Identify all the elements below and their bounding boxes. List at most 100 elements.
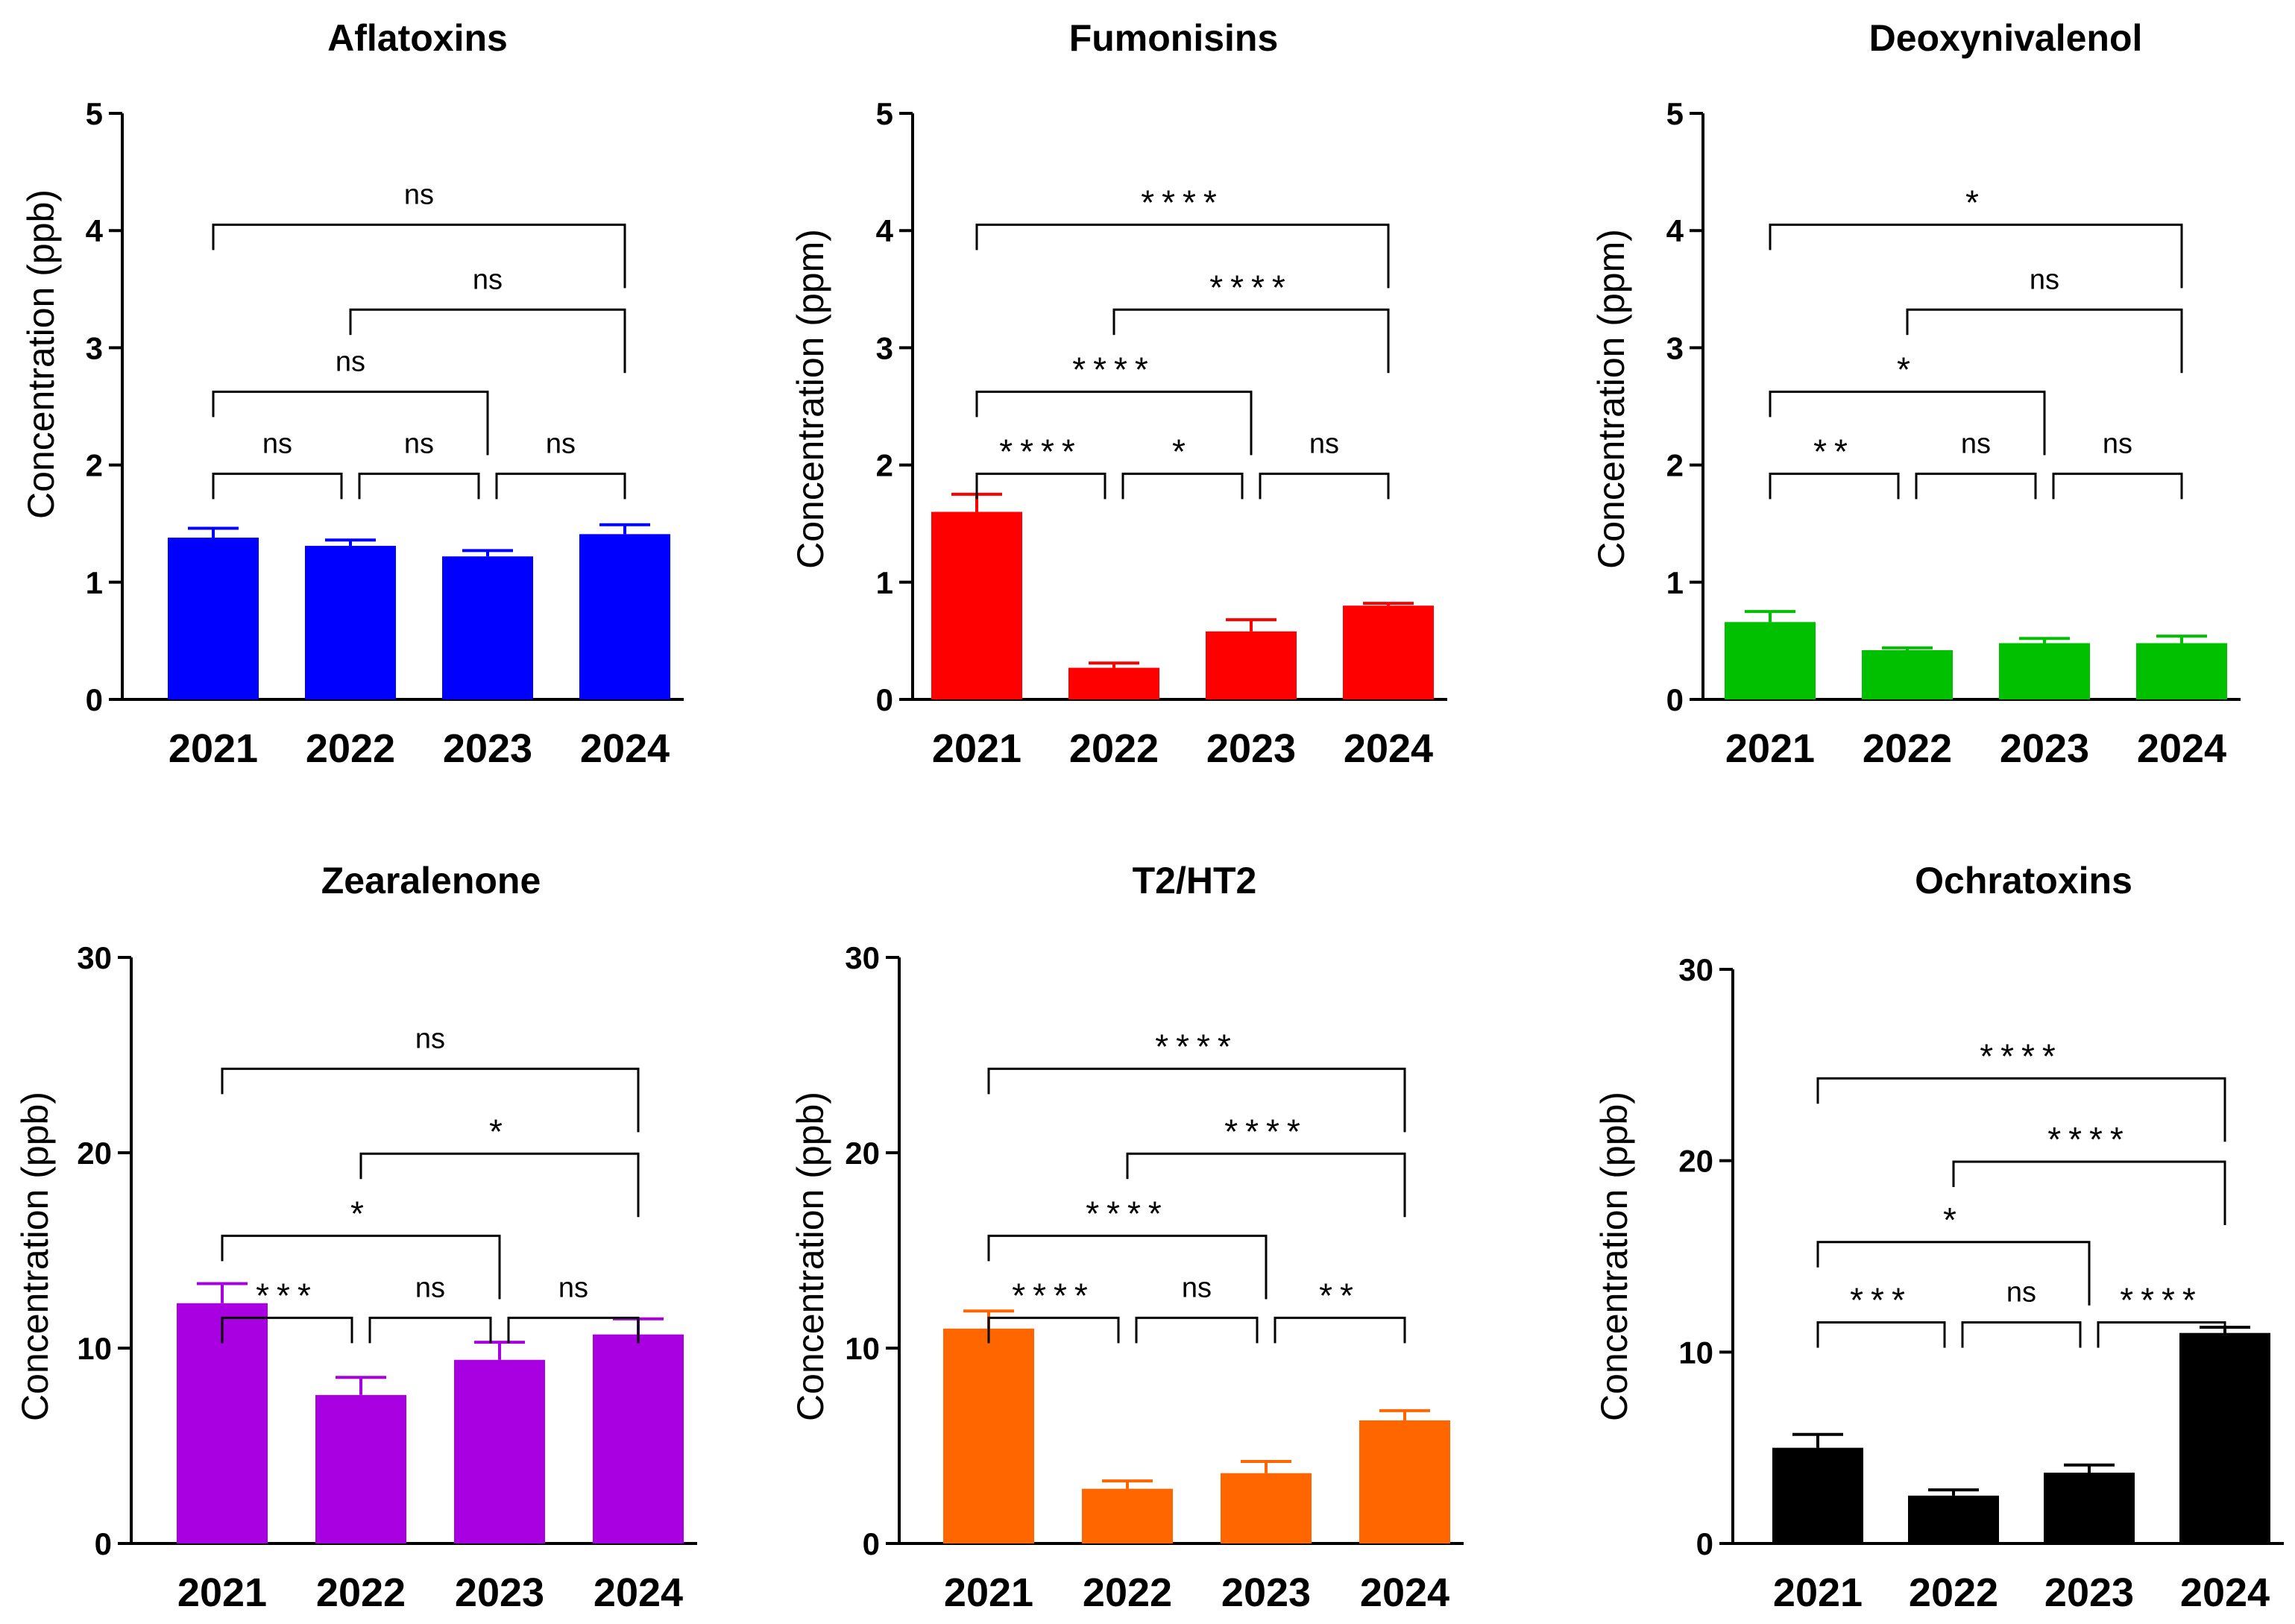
y-tick-label: 1	[876, 565, 893, 600]
significance-label: ns	[473, 264, 503, 295]
bar-2023	[1999, 643, 2090, 699]
x-tick-label: 2024	[2137, 726, 2226, 771]
significance-bracket	[975, 390, 1253, 456]
significance-bracket	[1112, 308, 1390, 374]
x-tick-label: 2022	[316, 1570, 406, 1615]
y-tick-label: 1	[1666, 565, 1684, 600]
bar-2023	[2044, 1473, 2135, 1543]
significance-bracket	[212, 390, 489, 456]
bar-2022	[1862, 649, 1953, 699]
x-tick-label: 2021	[1773, 1570, 1863, 1615]
significance-label: ns	[415, 1023, 445, 1054]
significance-label: **	[1813, 432, 1855, 470]
significance-label: ns	[546, 428, 576, 459]
bar-2024	[579, 534, 670, 699]
y-tick-label: 0	[876, 682, 893, 717]
significance-label: ns	[1182, 1272, 1212, 1303]
y-tick-label: 10	[1678, 1335, 1713, 1370]
y-tick-label: 3	[876, 330, 893, 365]
bar-2022	[1908, 1495, 1999, 1543]
significance-bracket	[1816, 1077, 2226, 1142]
significance-bracket	[359, 1152, 640, 1218]
y-axis-label: Concentration (ppm)	[1590, 229, 1632, 569]
significance-bracket	[987, 1316, 1120, 1344]
y-tick-label: 20	[77, 1136, 112, 1171]
bar-2024	[1343, 605, 1434, 699]
significance-bracket	[975, 223, 1390, 289]
x-tick-label: 2024	[1344, 726, 1433, 771]
significance-label: ns	[336, 346, 365, 377]
chart-panel-deoxynivalenol: Deoxynivalenol Concentration (ppm) 0 1 2 3 4 5 2…	[1590, 17, 2241, 771]
significance-label: ns	[2006, 1277, 2036, 1309]
significance-bracket	[1135, 1316, 1259, 1344]
x-tick-label: 2021	[944, 1570, 1033, 1615]
significance-bracket	[1769, 223, 2183, 289]
bar-2023	[1206, 631, 1297, 699]
y-axis-label: Concentration (ppm)	[790, 229, 831, 569]
significance-label: ns	[404, 428, 434, 459]
bar-2022	[1082, 1488, 1173, 1543]
y-tick-label: 2	[1666, 448, 1684, 483]
significance-label: ns	[558, 1272, 588, 1303]
y-tick-label: 30	[77, 940, 112, 975]
x-tick-label: 2024	[594, 1570, 683, 1615]
x-tick-label: 2024	[2180, 1570, 2270, 1615]
x-tick-label: 2021	[932, 726, 1021, 771]
chart-title: T2/HT2	[1133, 860, 1257, 901]
bar-2021	[931, 512, 1022, 699]
bar-2021	[943, 1328, 1034, 1543]
significance-label: ****	[1086, 1194, 1169, 1233]
bar-2023	[454, 1359, 545, 1543]
x-tick-label: 2022	[1069, 726, 1159, 771]
significance-label: *	[350, 1194, 371, 1233]
x-tick-label: 2023	[455, 1570, 544, 1615]
chart-title: Fumonisins	[1069, 17, 1279, 59]
bar-2021	[1725, 622, 1816, 699]
significance-bracket	[1274, 1316, 1406, 1344]
significance-bracket	[495, 472, 626, 500]
bar-2021	[168, 538, 259, 699]
bar-2022	[1068, 667, 1159, 699]
significance-bracket	[358, 472, 480, 500]
y-tick-label: 5	[86, 96, 103, 131]
significance-bracket	[212, 223, 626, 289]
significance-bracket	[1961, 1321, 2082, 1348]
y-tick-label: 4	[876, 213, 894, 248]
y-tick-label: 4	[1666, 213, 1684, 248]
chart-panel-ochratoxins: Ochratoxins Concentration (ppb) 0 10 20 30 202…	[1593, 860, 2284, 1615]
bar-2022	[315, 1394, 406, 1543]
y-axis-label: Concentration (ppb)	[20, 189, 62, 519]
x-tick-label: 2024	[580, 726, 670, 771]
x-tick-label: 2022	[1083, 1570, 1172, 1615]
x-tick-label: 2021	[177, 1570, 267, 1615]
significance-bracket	[1126, 1152, 1406, 1218]
significance-bracket	[987, 1234, 1268, 1300]
significance-bracket	[507, 1316, 640, 1344]
significance-bracket	[1769, 390, 2046, 456]
significance-label: ns	[1309, 428, 1339, 459]
significance-bracket	[221, 1234, 501, 1300]
chart-title: Ochratoxins	[1915, 860, 2132, 901]
significance-label: ****	[1012, 1276, 1095, 1315]
significance-bracket	[975, 472, 1106, 500]
significance-label: *	[489, 1112, 510, 1151]
significance-bracket	[1915, 472, 2037, 500]
significance-label: ***	[1850, 1281, 1912, 1320]
x-tick-label: 2023	[2044, 1570, 2134, 1615]
significance-label: ****	[1155, 1027, 1238, 1066]
significance-label: ***	[256, 1276, 318, 1315]
y-axis-label: Concentration (ppb)	[1593, 1092, 1635, 1421]
significance-label: ****	[1209, 268, 1293, 306]
chart-panel-t2-ht2: T2/HT2 Concentration (ppb) 0 10 20 30 2021 2022…	[790, 860, 1464, 1615]
bar-2024	[2136, 643, 2227, 699]
y-tick-label: 20	[1678, 1144, 1713, 1179]
bar-2024	[1359, 1420, 1450, 1543]
y-tick-label: 0	[1666, 682, 1684, 717]
significance-label: ns	[404, 179, 434, 210]
significance-label: *	[1172, 432, 1193, 470]
y-tick-label: 0	[86, 682, 103, 717]
bar-2023	[1221, 1473, 1312, 1543]
chart-panel-fumonisins: Fumonisins Concentration (ppm) 0 1 2 3 4 5 2021 2…	[790, 17, 1447, 771]
y-tick-label: 30	[1678, 952, 1713, 987]
